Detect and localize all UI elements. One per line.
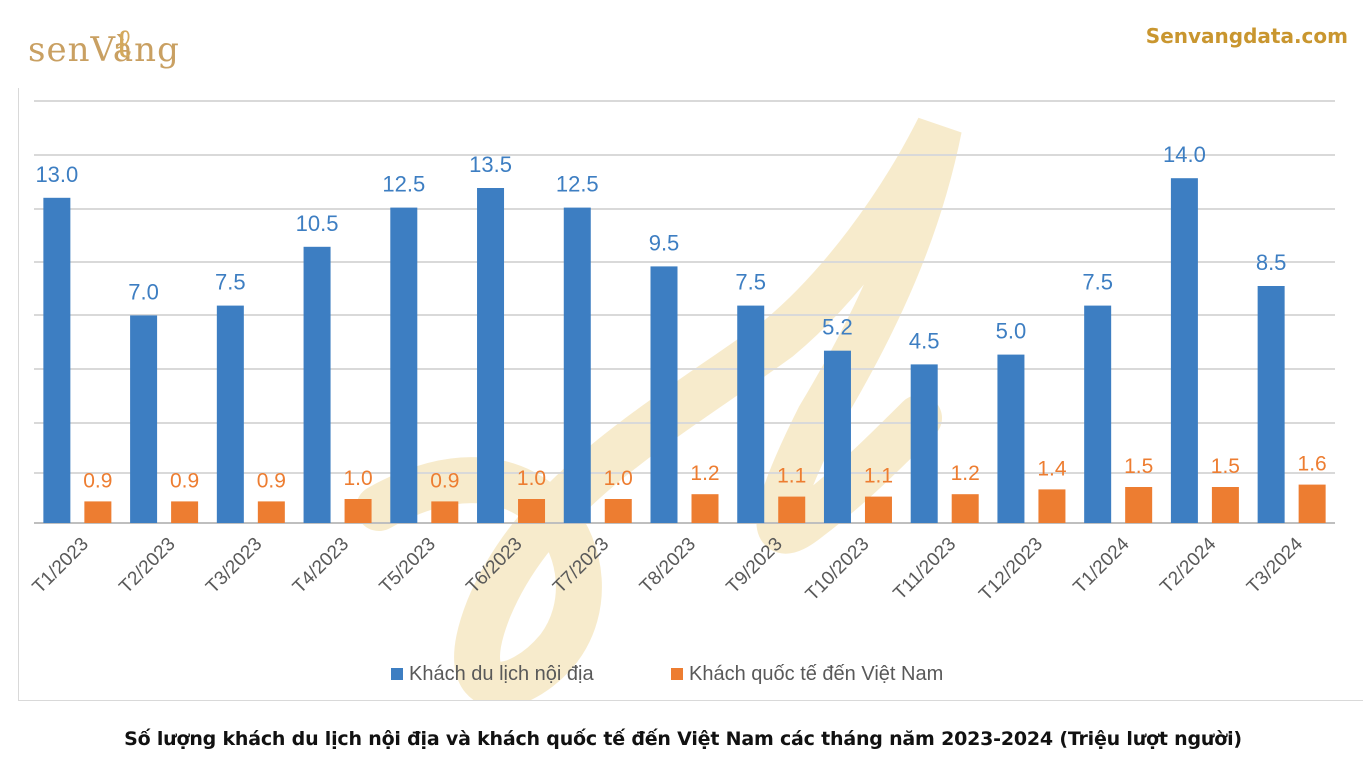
x-tick-labels: T1/2023 T2/2023 T3/2023 T4/2023 T5/2023 T6/20… xyxy=(29,533,1308,605)
bar-domestic xyxy=(477,188,505,523)
label-international: 1.2 xyxy=(690,462,719,485)
label-domestic: 9.5 xyxy=(649,230,680,255)
bar-international xyxy=(1038,489,1066,523)
x-tick-label: T11/2023 xyxy=(890,534,961,605)
x-tick-label: T12/2023 xyxy=(975,534,1047,606)
bar-domestic xyxy=(1084,305,1112,523)
label-international: 1.0 xyxy=(604,467,633,490)
label-international: 0.9 xyxy=(83,469,112,492)
label-international: 0.9 xyxy=(430,469,459,492)
x-tick-label: T1/2023 xyxy=(29,534,93,598)
label-domestic: 5.0 xyxy=(996,319,1027,344)
bar-international xyxy=(1298,484,1326,523)
bar-domestic xyxy=(997,354,1025,523)
label-international: 0.9 xyxy=(170,469,199,492)
brand-logo-flourish: ℓ xyxy=(114,21,135,67)
bar-domestic xyxy=(563,207,591,523)
bar-domestic xyxy=(130,315,158,523)
value-labels: 13.0 0.9 7.0 0.9 7.5 0.9 10.5 1.0 12.5 0.9 13.5 1.0… xyxy=(35,142,1326,492)
bars-layer xyxy=(43,178,1326,524)
bar-international xyxy=(257,501,285,523)
x-tick-label: T10/2023 xyxy=(802,534,874,606)
bar-domestic xyxy=(216,305,244,523)
label-international: 1.4 xyxy=(1037,457,1067,480)
x-tick-label: T3/2024 xyxy=(1243,533,1307,597)
legend-swatch xyxy=(391,668,403,680)
chart-frame: 13.0 0.9 7.0 0.9 7.5 0.9 10.5 1.0 12.5 0.9 13.5 1.0… xyxy=(18,88,1363,701)
label-international: 1.5 xyxy=(1211,455,1240,478)
bar-domestic xyxy=(823,350,851,523)
site-url[interactable]: Senvangdata.com xyxy=(1145,24,1348,48)
bar-domestic xyxy=(1257,286,1285,523)
bar-international xyxy=(344,499,372,523)
bar-domestic xyxy=(1170,178,1198,523)
label-international: 1.2 xyxy=(951,462,980,485)
legend: Khách du lịch nội địa Khách quốc tế đến V… xyxy=(391,663,943,685)
label-domestic: 10.5 xyxy=(296,211,339,236)
bar-international xyxy=(691,494,719,523)
x-tick-label: T2/2024 xyxy=(1156,533,1220,597)
label-domestic: 7.5 xyxy=(735,270,766,295)
bar-domestic xyxy=(43,197,71,524)
bar-domestic xyxy=(910,364,938,523)
label-domestic: 7.5 xyxy=(215,270,246,295)
bar-international xyxy=(778,496,806,523)
bar-domestic xyxy=(650,266,678,523)
bar-international xyxy=(951,494,979,523)
label-international: 1.1 xyxy=(777,465,806,488)
label-domestic: 8.5 xyxy=(1256,250,1287,275)
label-international: 1.6 xyxy=(1298,453,1327,476)
bar-international xyxy=(604,499,632,523)
bar-international xyxy=(864,496,892,523)
label-domestic: 13.5 xyxy=(469,152,512,177)
x-tick-label: T8/2023 xyxy=(636,534,700,598)
legend-swatch xyxy=(671,668,683,680)
chart-caption: Số lượng khách du lịch nội địa và khách … xyxy=(124,728,1242,750)
label-domestic: 7.5 xyxy=(1082,270,1113,295)
label-domestic: 4.5 xyxy=(909,328,940,353)
label-domestic: 7.0 xyxy=(128,279,159,304)
x-tick-label: T9/2023 xyxy=(723,534,787,598)
bar-international xyxy=(1125,487,1153,523)
label-domestic: 12.5 xyxy=(382,172,425,197)
x-tick-label: T3/2023 xyxy=(202,534,266,598)
bar-international xyxy=(171,501,199,523)
bar-international xyxy=(84,501,112,523)
label-international: 1.1 xyxy=(864,465,893,488)
legend-label: Khách quốc tế đến Việt Nam xyxy=(689,663,943,685)
legend-label: Khách du lịch nội địa xyxy=(409,663,594,685)
bar-domestic xyxy=(737,305,765,523)
bar-international xyxy=(431,501,459,523)
label-domestic: 13.0 xyxy=(35,162,78,187)
x-tick-label: T5/2023 xyxy=(376,534,440,598)
label-international: 1.0 xyxy=(343,467,372,490)
grid-lines xyxy=(34,100,1335,524)
brand-logo-text: senVàng xyxy=(28,30,180,70)
label-domestic: 5.2 xyxy=(822,315,853,340)
bar-international xyxy=(518,499,546,523)
label-domestic: 12.5 xyxy=(556,172,599,197)
bar-international xyxy=(1211,487,1239,523)
label-international: 0.9 xyxy=(257,469,286,492)
bar-domestic xyxy=(390,207,418,523)
label-international: 1.0 xyxy=(517,467,546,490)
x-tick-label: T1/2024 xyxy=(1070,533,1134,597)
bar-domestic xyxy=(303,246,331,524)
x-tick-label: T4/2023 xyxy=(289,534,353,598)
bar-chart: 13.0 0.9 7.0 0.9 7.5 0.9 10.5 1.0 12.5 0.9 13.5 1.0… xyxy=(29,100,1335,700)
brand-logo: ℓ senVàng xyxy=(28,20,228,80)
label-international: 1.5 xyxy=(1124,455,1153,478)
label-domestic: 14.0 xyxy=(1163,142,1206,167)
x-tick-label: T2/2023 xyxy=(115,534,179,598)
